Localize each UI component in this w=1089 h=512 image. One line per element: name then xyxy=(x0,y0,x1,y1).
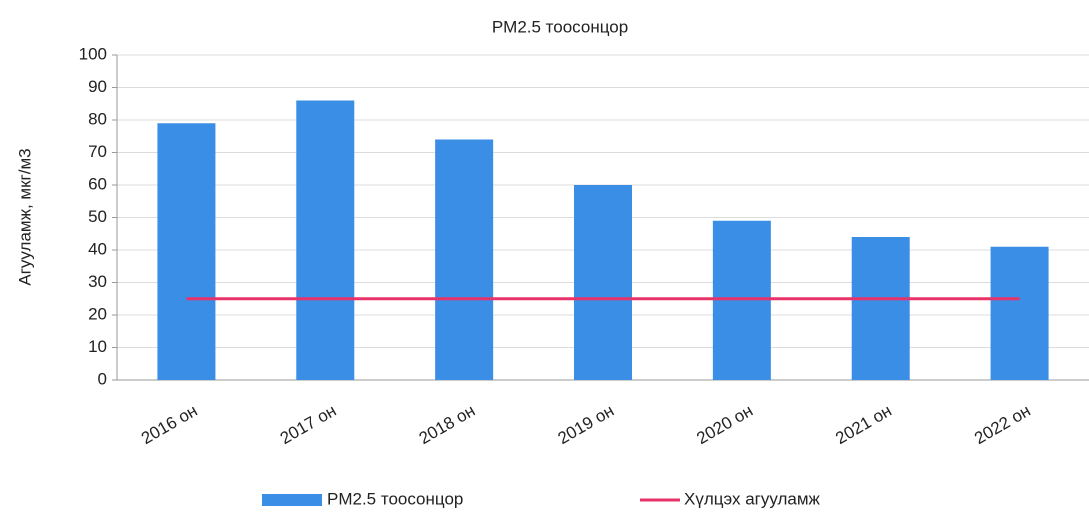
legend-label: PM2.5 тоосонцор xyxy=(327,489,463,508)
y-tick-label: 30 xyxy=(88,272,107,291)
y-tick-label: 50 xyxy=(88,207,107,226)
x-tick-label: 2016 он xyxy=(138,401,201,448)
y-tick-label: 90 xyxy=(88,77,107,96)
y-tick-label: 80 xyxy=(88,109,107,128)
y-axis-label: Агууламж, мкг/м3 xyxy=(15,148,34,285)
y-tick-label: 40 xyxy=(88,239,107,258)
bar xyxy=(296,100,355,380)
y-tick-label: 100 xyxy=(79,44,107,63)
x-tick-label: 2019 он xyxy=(555,401,618,448)
bar xyxy=(990,246,1049,380)
bar xyxy=(435,139,494,380)
y-tick-label: 20 xyxy=(88,304,107,323)
y-tick-label: 10 xyxy=(88,337,107,356)
x-tick-label: 2017 он xyxy=(277,401,340,448)
x-tick-label: 2018 он xyxy=(416,401,479,448)
y-tick-label: 70 xyxy=(88,142,107,161)
bar xyxy=(712,220,771,380)
bar xyxy=(851,237,910,380)
bar xyxy=(574,185,632,380)
y-tick-label: 60 xyxy=(88,174,107,193)
x-tick-label: 2020 он xyxy=(693,401,756,448)
x-tick-label: 2022 он xyxy=(971,401,1034,448)
y-tick-label: 0 xyxy=(98,369,107,388)
x-tick-label: 2021 он xyxy=(832,401,895,448)
bar xyxy=(157,123,216,380)
legend-label: Хүлцэх агууламж xyxy=(684,489,821,508)
chart-title: PM2.5 тоосонцор xyxy=(492,17,628,36)
legend-swatch xyxy=(262,494,322,506)
